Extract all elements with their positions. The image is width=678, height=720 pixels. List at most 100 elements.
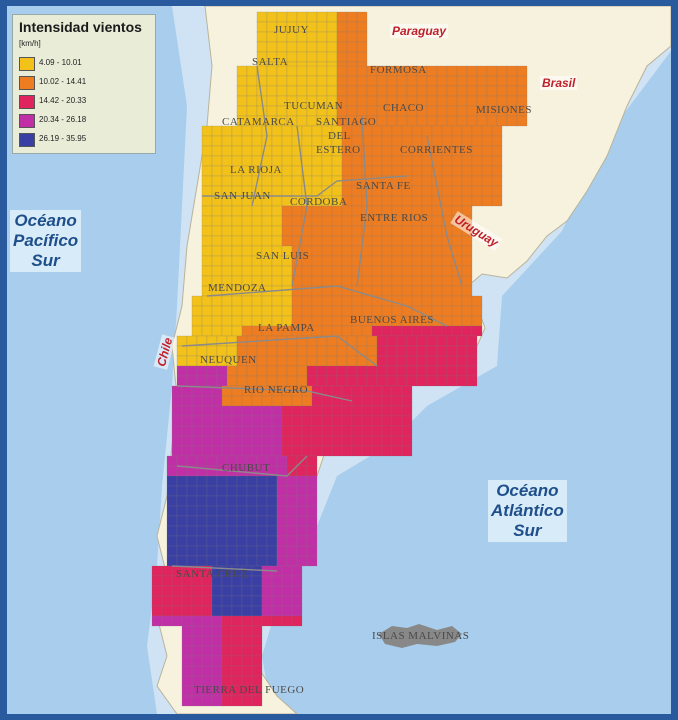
wind-cell: [211, 295, 223, 307]
wind-cell: [206, 545, 218, 557]
wind-cell: [366, 75, 378, 87]
wind-cell: [266, 41, 278, 53]
legend-panel: Intensidad vientos [km/h] 4.09 - 10.01 1…: [12, 14, 156, 154]
wind-cell: [286, 545, 298, 557]
wind-cell: [291, 135, 303, 147]
wind-cell: [271, 405, 283, 417]
wind-cell: [391, 225, 403, 237]
ocean-label-line: Atlántico: [491, 501, 564, 520]
wind-cell: [181, 595, 193, 607]
wind-cell: [241, 145, 253, 157]
wind-cell: [231, 205, 243, 217]
wind-cell: [471, 155, 483, 167]
wind-cell: [281, 285, 293, 297]
wind-cell: [271, 215, 283, 227]
wind-cell: [361, 385, 373, 397]
wind-cell: [306, 51, 318, 63]
wind-cell: [236, 495, 248, 507]
wind-cell: [306, 455, 318, 467]
wind-cell: [456, 365, 468, 377]
wind-cell: [216, 505, 228, 517]
wind-cell: [241, 265, 253, 277]
wind-cell: [151, 585, 163, 597]
wind-cell: [466, 375, 478, 387]
wind-cell: [191, 625, 203, 637]
wind-cell: [211, 625, 223, 637]
wind-cell: [446, 355, 458, 367]
wind-cell: [321, 225, 333, 237]
province-label-del: DEL: [328, 130, 351, 142]
wind-cell: [266, 355, 278, 367]
wind-cell: [246, 545, 258, 557]
wind-cell: [246, 105, 258, 117]
wind-cell: [316, 31, 328, 43]
wind-cell: [431, 125, 443, 137]
wind-cell: [306, 545, 318, 557]
wind-cell: [261, 615, 273, 627]
wind-cell: [186, 475, 198, 487]
wind-cell: [371, 435, 383, 447]
wind-cell: [266, 495, 278, 507]
wind-cell: [186, 515, 198, 527]
ocean-label-line: Sur: [31, 251, 60, 270]
wind-cell: [231, 585, 243, 597]
argentina-wind-map: [7, 6, 671, 714]
wind-cell: [291, 225, 303, 237]
wind-cell: [251, 295, 263, 307]
legend-swatch: [19, 133, 35, 147]
wind-cell: [366, 345, 378, 357]
wind-cell: [176, 515, 188, 527]
wind-cell: [221, 265, 233, 277]
wind-cell: [291, 575, 303, 587]
wind-cell: [331, 275, 343, 287]
wind-cell: [326, 355, 338, 367]
wind-cell: [336, 75, 348, 87]
wind-cell: [251, 665, 263, 677]
wind-cell: [201, 135, 213, 147]
wind-cell: [231, 615, 243, 627]
wind-cell: [361, 425, 373, 437]
wind-cell: [276, 41, 288, 53]
wind-cell: [226, 515, 238, 527]
wind-cell: [351, 395, 363, 407]
wind-cell: [401, 325, 413, 337]
wind-cell: [416, 85, 428, 97]
wind-cell: [221, 445, 233, 457]
wind-cell: [356, 21, 368, 33]
wind-cell: [391, 165, 403, 177]
wind-cell: [196, 375, 208, 387]
wind-cell: [281, 615, 293, 627]
wind-cell: [406, 345, 418, 357]
wind-cell: [266, 85, 278, 97]
wind-cell: [396, 345, 408, 357]
wind-cell: [331, 265, 343, 277]
wind-cell: [231, 655, 243, 667]
wind-cell: [286, 505, 298, 517]
wind-cell: [261, 415, 273, 427]
wind-cell: [211, 135, 223, 147]
wind-cell: [201, 125, 213, 137]
wind-cell: [201, 615, 213, 627]
wind-cell: [241, 695, 253, 707]
wind-cell: [361, 325, 373, 337]
wind-cell: [236, 65, 248, 77]
wind-cell: [366, 335, 378, 347]
wind-cell: [261, 215, 273, 227]
wind-cell: [171, 385, 183, 397]
wind-cell: [391, 285, 403, 297]
wind-cell: [251, 575, 263, 587]
wind-cell: [211, 235, 223, 247]
wind-cell: [276, 475, 288, 487]
wind-cell: [191, 445, 203, 457]
wind-cell: [296, 515, 308, 527]
wind-cell: [281, 295, 293, 307]
wind-cell: [301, 415, 313, 427]
wind-cell: [211, 155, 223, 167]
wind-cell: [326, 65, 338, 77]
wind-cell: [271, 575, 283, 587]
wind-cell: [421, 195, 433, 207]
wind-cell: [221, 605, 233, 617]
wind-cell: [346, 75, 358, 87]
wind-cell: [231, 665, 243, 677]
wind-cell: [326, 375, 338, 387]
